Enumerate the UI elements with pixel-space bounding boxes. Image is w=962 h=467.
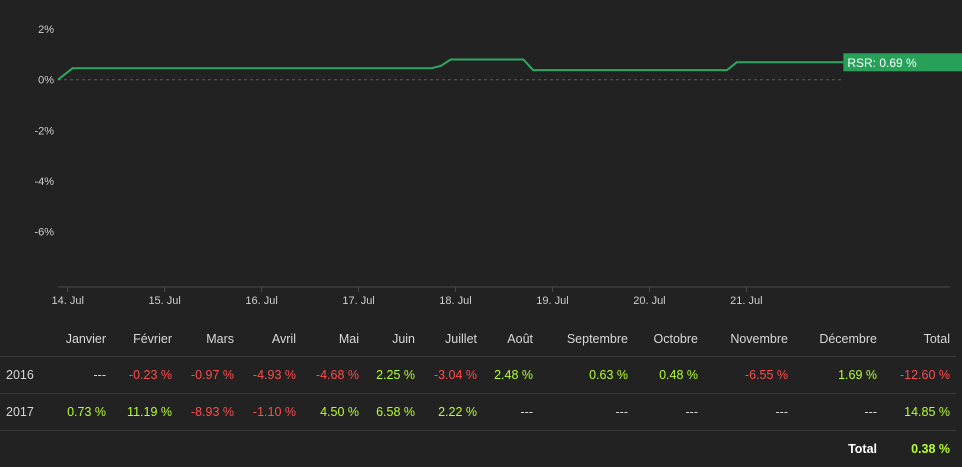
month-return-cell: 2.22 % <box>421 394 483 431</box>
month-return-cell: 2.48 % <box>483 357 539 394</box>
header-month: Août <box>483 322 539 357</box>
month-return-cell: 0.73 % <box>50 394 112 431</box>
last-value-label: RSR: 0.69 % <box>847 56 917 70</box>
header-month: Juin <box>365 322 421 357</box>
month-return-cell: --- <box>483 394 539 431</box>
month-return-cell: -8.93 % <box>178 394 240 431</box>
table-row: 2016----0.23 %-0.97 %-4.93 %-4.68 %2.25 … <box>0 357 956 394</box>
header-month: Février <box>112 322 178 357</box>
header-month: Mai <box>302 322 365 357</box>
month-return-cell: 0.48 % <box>634 357 704 394</box>
month-return-cell: --- <box>539 394 634 431</box>
header-month: Septembre <box>539 322 634 357</box>
month-return-cell: -3.04 % <box>421 357 483 394</box>
x-tick-label: 16. Jul <box>245 295 277 307</box>
header-month: Juillet <box>421 322 483 357</box>
header-month: Décembre <box>794 322 883 357</box>
y-tick-label: 0% <box>38 75 54 87</box>
total-spacer <box>0 431 794 467</box>
month-return-cell: 6.58 % <box>365 394 421 431</box>
grand-total-value: 0.38 % <box>883 431 956 467</box>
month-return-cell: 0.63 % <box>539 357 634 394</box>
month-return-cell: -0.23 % <box>112 357 178 394</box>
grand-total-label: Total <box>794 431 883 467</box>
month-return-cell: -4.68 % <box>302 357 365 394</box>
x-tick-label: 14. Jul <box>51 295 83 307</box>
month-return-cell: --- <box>634 394 704 431</box>
month-return-cell: -4.93 % <box>240 357 302 394</box>
header-month: Janvier <box>50 322 112 357</box>
series-line-rsr <box>58 60 843 80</box>
y-tick-label: -4% <box>34 176 54 188</box>
month-return-cell: 1.69 % <box>794 357 883 394</box>
header-month: Novembre <box>704 322 794 357</box>
header-month: Total <box>883 322 956 357</box>
month-return-cell: -1.10 % <box>240 394 302 431</box>
x-tick-label: 15. Jul <box>148 295 180 307</box>
x-tick-label: 21. Jul <box>730 295 762 307</box>
month-return-cell: 2.25 % <box>365 357 421 394</box>
row-year: 2017 <box>0 394 50 431</box>
x-tick-label: 19. Jul <box>536 295 568 307</box>
performance-chart: 2% 0% -2% -4% -6% 14. Jul 15. Jul 16. Jul 17. Ju… <box>0 0 962 320</box>
x-tick-label: 18. Jul <box>439 295 471 307</box>
month-return-cell: --- <box>50 357 112 394</box>
y-tick-label: -6% <box>34 226 54 238</box>
month-return-cell: --- <box>704 394 794 431</box>
header-month: Avril <box>240 322 302 357</box>
y-tick-label: 2% <box>38 24 54 36</box>
month-return-cell: -0.97 % <box>178 357 240 394</box>
row-total-cell: -12.60 % <box>883 357 956 394</box>
row-year: 2016 <box>0 357 50 394</box>
month-return-cell: 4.50 % <box>302 394 365 431</box>
x-tick-label: 20. Jul <box>633 295 665 307</box>
header-month: Octobre <box>634 322 704 357</box>
header-month: Mars <box>178 322 240 357</box>
row-total-cell: 14.85 % <box>883 394 956 431</box>
month-return-cell: 11.19 % <box>112 394 178 431</box>
month-return-cell: -6.55 % <box>704 357 794 394</box>
y-tick-label: -2% <box>34 125 54 137</box>
x-tick-label: 17. Jul <box>342 295 374 307</box>
month-return-cell: --- <box>794 394 883 431</box>
header-year <box>0 322 50 357</box>
